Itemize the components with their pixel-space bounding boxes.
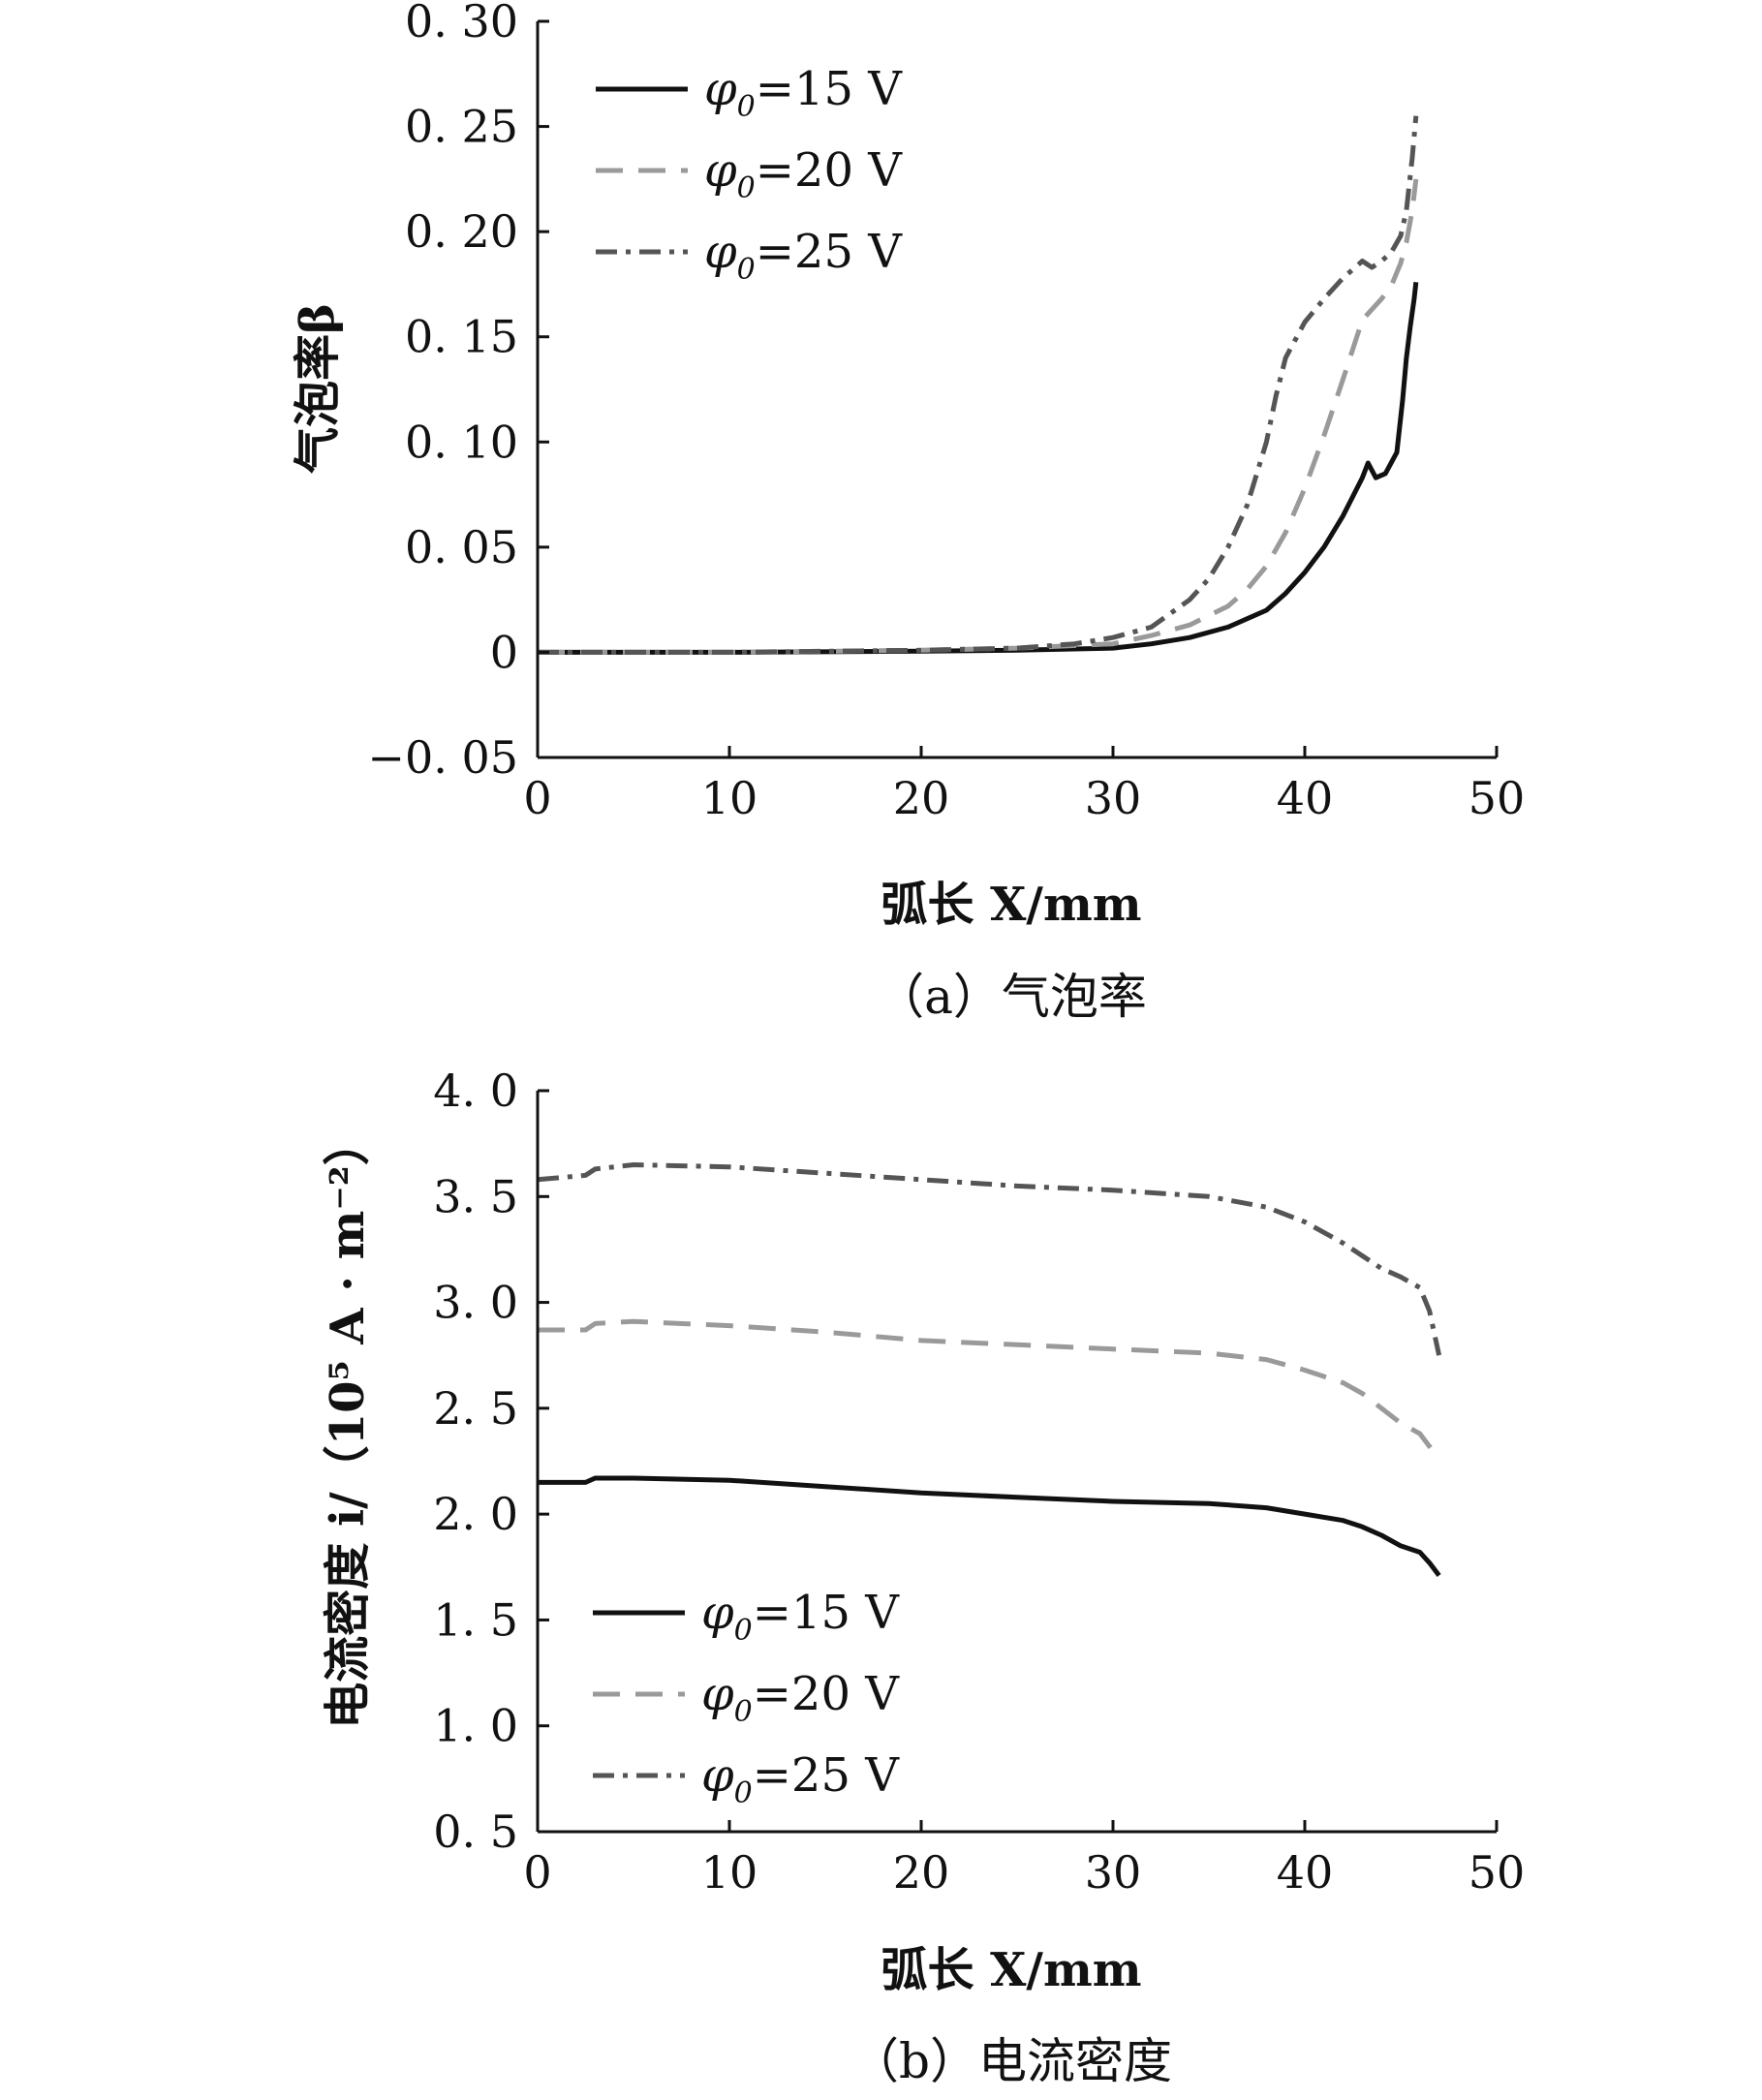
y-tick-label-a: 0. 10 [405,416,518,468]
y-tick-label-b: 0. 5 [433,1806,518,1858]
y-tick-label-b: 3. 0 [433,1277,518,1329]
x-axis-label-a: 弧长 X/mm [881,878,1141,932]
y-tick-label-a: 0. 25 [405,101,518,153]
legend-label-a-3: φ0=25 V [704,225,903,287]
series-line-b-2 [538,1318,1441,1461]
y-tick-label-b: 1. 0 [433,1700,518,1752]
y-tick-label-b: 4. 0 [433,1065,518,1117]
legend-label-b-3: φ0=25 V [701,1748,900,1810]
series-layer-a [538,115,1419,655]
x-tick-label-a: 20 [893,772,950,824]
x-tick-label-b: 50 [1468,1846,1526,1899]
x-tick-label-a: 0 [523,772,551,824]
legend-a: φ0=15 V φ0=20 V φ0=25 V [596,62,903,287]
series-line-a-3 [538,115,1419,655]
legend-label-a-1: φ0=15 V [704,62,903,124]
x-tick-label-a: 50 [1468,772,1526,824]
legend-label-b-1: φ0=15 V [701,1586,900,1648]
x-tick-label-a: 10 [701,772,758,824]
y-tick-label-a: 0. 20 [405,205,518,258]
y-tick-label-a: 0. 05 [405,521,518,573]
y-tick-label-b: 3. 5 [433,1170,518,1222]
y-axis-label-a: 气泡率β [291,303,345,474]
x-tick-label-b: 40 [1277,1846,1334,1899]
caption-b: （b）电流密度 [850,2033,1172,2089]
series-line-b-1 [538,1475,1441,1578]
x-tick-label-b: 10 [701,1846,758,1899]
y-tick-label-b: 1. 5 [433,1593,518,1646]
legend-label-b-2: φ0=20 V [701,1667,900,1729]
y-tick-label-a: 0. 30 [405,0,518,47]
y-tick-label-b: 2. 5 [433,1382,518,1435]
x-tick-label-a: 30 [1085,772,1142,824]
x-tick-label-b: 30 [1085,1846,1142,1899]
y-axis-label-b: 电流密度 i/（10⁵ A · m⁻²） [321,1119,375,1729]
y-tick-label-a: −0. 05 [367,731,518,784]
y-tick-label-a: 0. 15 [405,311,518,363]
x-tick-label-b: 0 [523,1846,551,1899]
x-tick-label-a: 40 [1277,772,1334,824]
axis-layer-b: 0 10 20 30 40 50 0. 5 1. 0 1. 5 2. 0 2. 5 3. 0 3. 5 4… [433,1065,1525,1899]
caption-a: （a）气泡率 [876,969,1147,1025]
legend-b: φ0=15 V φ0=20 V φ0=25 V [593,1586,900,1810]
series-line-a-1 [538,282,1419,655]
x-axis-label-b: 弧长 X/mm [881,1943,1141,1997]
y-tick-label-a: 0 [490,626,518,678]
series-line-b-3 [537,1162,1442,1356]
legend-label-a-2: φ0=20 V [704,143,903,205]
x-tick-label-b: 20 [893,1846,950,1899]
y-tick-label-b: 2. 0 [433,1488,518,1540]
chart-current-density: 0 10 20 30 40 50 0. 5 1. 0 1. 5 2. 0 2. 5 3. 0 3. 5 4… [321,1065,1525,2089]
series-layer-b [537,1162,1442,1578]
